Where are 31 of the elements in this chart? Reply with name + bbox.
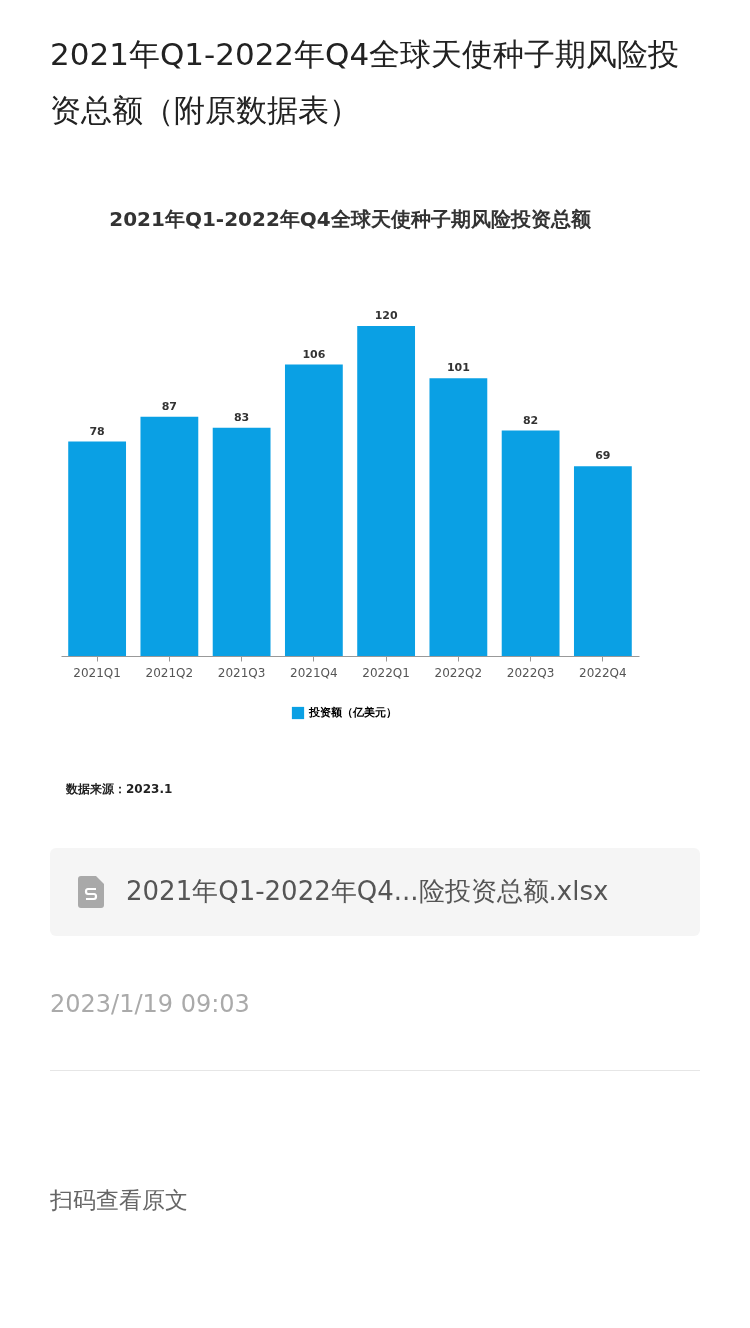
chart-title: 2021年Q1-2022年Q4全球天使种子期风险投资总额 (109, 207, 592, 231)
x-tick-label: 2022Q3 (506, 665, 555, 680)
x-tick-label: 2022Q1 (362, 665, 410, 680)
bar (573, 466, 632, 656)
bar (68, 441, 127, 656)
text: 扫码查看原文 (50, 1186, 188, 1215)
x-tick-label: 2022Q2 (434, 665, 483, 680)
data-label: 83 (233, 410, 250, 424)
source-note: 数据来源：2023.1 (66, 781, 173, 798)
bar (501, 430, 560, 656)
text: 2021年Q1-2022年Q4全球天使种子期风险投资总额（附原数据表） (50, 35, 681, 130)
bar (212, 427, 271, 656)
data-label: 82 (522, 413, 539, 427)
data-label: 69 (595, 449, 611, 463)
x-tick-label: 2021Q2 (145, 665, 194, 680)
bar (140, 416, 199, 656)
data-label: 101 (446, 361, 470, 375)
x-tick-label: 2021Q1 (73, 665, 121, 680)
data-label: 120 (374, 309, 398, 322)
bar (429, 378, 488, 656)
legend-label: 投资额（亿美元） (308, 706, 397, 719)
data-label: 87 (161, 399, 178, 413)
bar (284, 364, 343, 656)
bar (357, 326, 416, 656)
x-tick-label: 2022Q4 (579, 665, 627, 680)
text: 2021年Q1-2022年Q4...险投资总额.xlsx (126, 875, 609, 908)
text: 2023/1/19 09:03 (50, 990, 250, 1018)
data-label: 106 (302, 347, 326, 361)
data-label: 78 (89, 424, 105, 438)
x-tick-label: 2021Q4 (290, 665, 338, 680)
x-tick-label: 2021Q3 (217, 665, 266, 680)
